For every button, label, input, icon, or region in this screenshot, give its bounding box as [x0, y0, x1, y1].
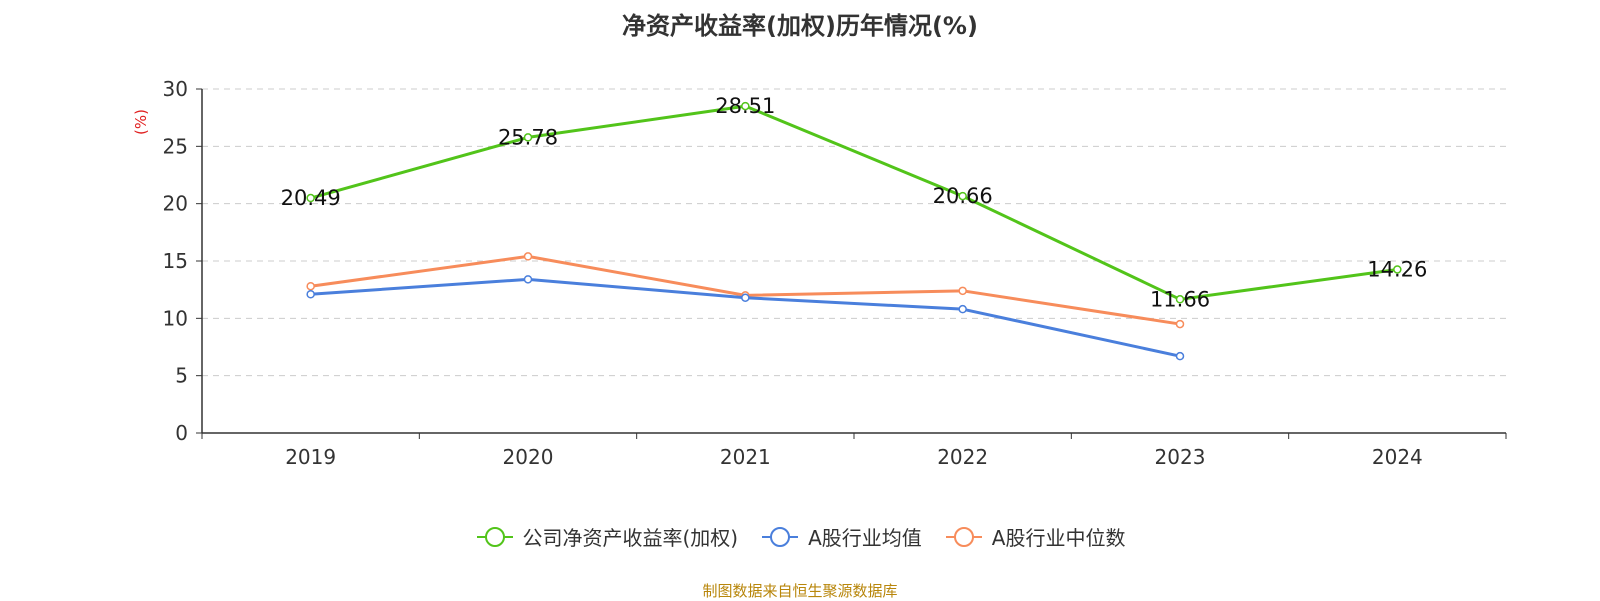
legend-item[interactable]: 公司净资产收益率(加权) — [475, 522, 739, 551]
legend-label: 公司净资产收益率(加权) — [522, 526, 739, 550]
data-point — [523, 275, 533, 284]
legend-line-circle-icon — [945, 526, 982, 547]
data-point — [306, 281, 315, 291]
grid-lines — [202, 88, 1506, 377]
axes: 0 5 10 15 20 25 30 2019 2020 2021 2022 2023 2024 — [163, 77, 1507, 469]
y-axis-label: (%) — [132, 109, 150, 135]
legend: 公司净资产收益率(加权) A股行业均值 A股行业中位数 — [0, 522, 1600, 551]
x-tick-label: 2021 — [720, 445, 771, 469]
y-tick-label: 0 — [175, 421, 188, 445]
x-tick-label: 2024 — [1372, 445, 1423, 469]
series-lines — [306, 101, 1402, 361]
data-point — [306, 290, 315, 299]
y-tick-label: 20 — [163, 192, 188, 216]
legend-line-circle-icon — [762, 526, 799, 547]
source-note: 制图数据来自恒生聚源数据库 — [702, 582, 898, 600]
data-point — [958, 191, 967, 201]
legend-item[interactable]: A股行业均值 — [760, 522, 922, 551]
series-line — [310, 104, 1398, 301]
x-tick-label: 2019 — [285, 445, 336, 469]
data-point — [523, 252, 533, 261]
legend-label: A股行业中位数 — [991, 526, 1126, 550]
series-line — [310, 277, 1181, 358]
data-label: 20.49 — [281, 186, 341, 210]
data-point — [523, 133, 533, 142]
y-tick-label: 10 — [163, 306, 188, 330]
legend-label: A股行业均值 — [808, 526, 922, 550]
y-tick-label: 30 — [163, 77, 188, 101]
data-point — [1175, 295, 1185, 304]
x-tick-label: 2022 — [937, 445, 988, 469]
data-point — [1175, 319, 1185, 329]
data-point — [958, 286, 967, 296]
data-label: 28.51 — [715, 94, 775, 118]
legend-item[interactable]: A股行业中位数 — [944, 522, 1126, 551]
legend-line-circle-icon — [476, 526, 513, 547]
data-label: 14.26 — [1367, 257, 1427, 281]
data-point — [741, 101, 750, 111]
y-tick-label: 15 — [163, 249, 188, 273]
data-point — [958, 304, 967, 314]
data-point — [1393, 265, 1402, 274]
x-tick-label: 2020 — [503, 445, 554, 469]
x-tick-label: 2023 — [1155, 445, 1206, 469]
series-line — [310, 254, 1181, 326]
data-point — [741, 293, 750, 302]
data-point — [306, 193, 315, 203]
data-label: 25.78 — [498, 125, 558, 149]
y-tick-label: 5 — [175, 364, 188, 388]
data-point — [1175, 351, 1185, 361]
y-tick-label: 25 — [163, 134, 188, 158]
chart-title: 净资产收益率(加权)历年情况(%) — [622, 12, 978, 40]
data-label: 20.66 — [933, 184, 993, 208]
data-label: 11.66 — [1150, 287, 1210, 311]
data-labels: 20.49 25.78 28.51 20.66 11.66 14.26 — [281, 94, 1428, 311]
